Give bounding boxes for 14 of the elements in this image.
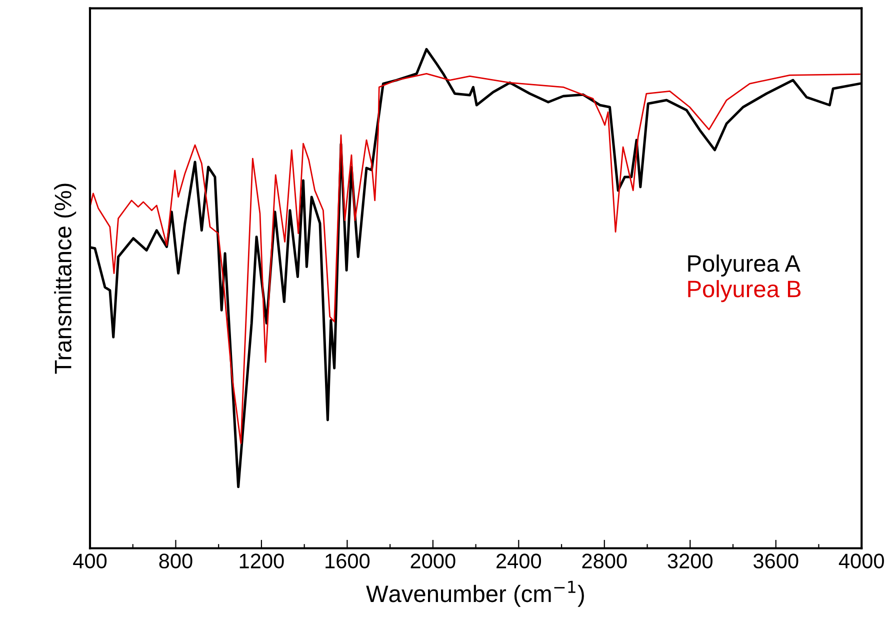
text: Polyurea B xyxy=(688,280,801,302)
x-tick-label: 400 xyxy=(73,554,107,568)
text: Polyurea A xyxy=(688,254,800,277)
x-tick-label: 800 xyxy=(159,554,192,568)
y-axis-title: Transmittance (%) xyxy=(54,184,76,374)
x-tick-label: 2800 xyxy=(582,554,627,568)
x-tick-label: 4000 xyxy=(838,554,884,568)
x-tick-label: 1600 xyxy=(326,554,370,568)
x-tick-label: 1200 xyxy=(240,554,284,568)
x-tick-label: 3600 xyxy=(753,554,798,568)
x-tick-label: 2000 xyxy=(410,554,456,568)
x-tick-label: 2400 xyxy=(496,554,542,568)
x-axis-title: Wavenumber (cm$^{−1}$) xyxy=(366,580,584,607)
x-tick-label: 3200 xyxy=(668,554,712,568)
